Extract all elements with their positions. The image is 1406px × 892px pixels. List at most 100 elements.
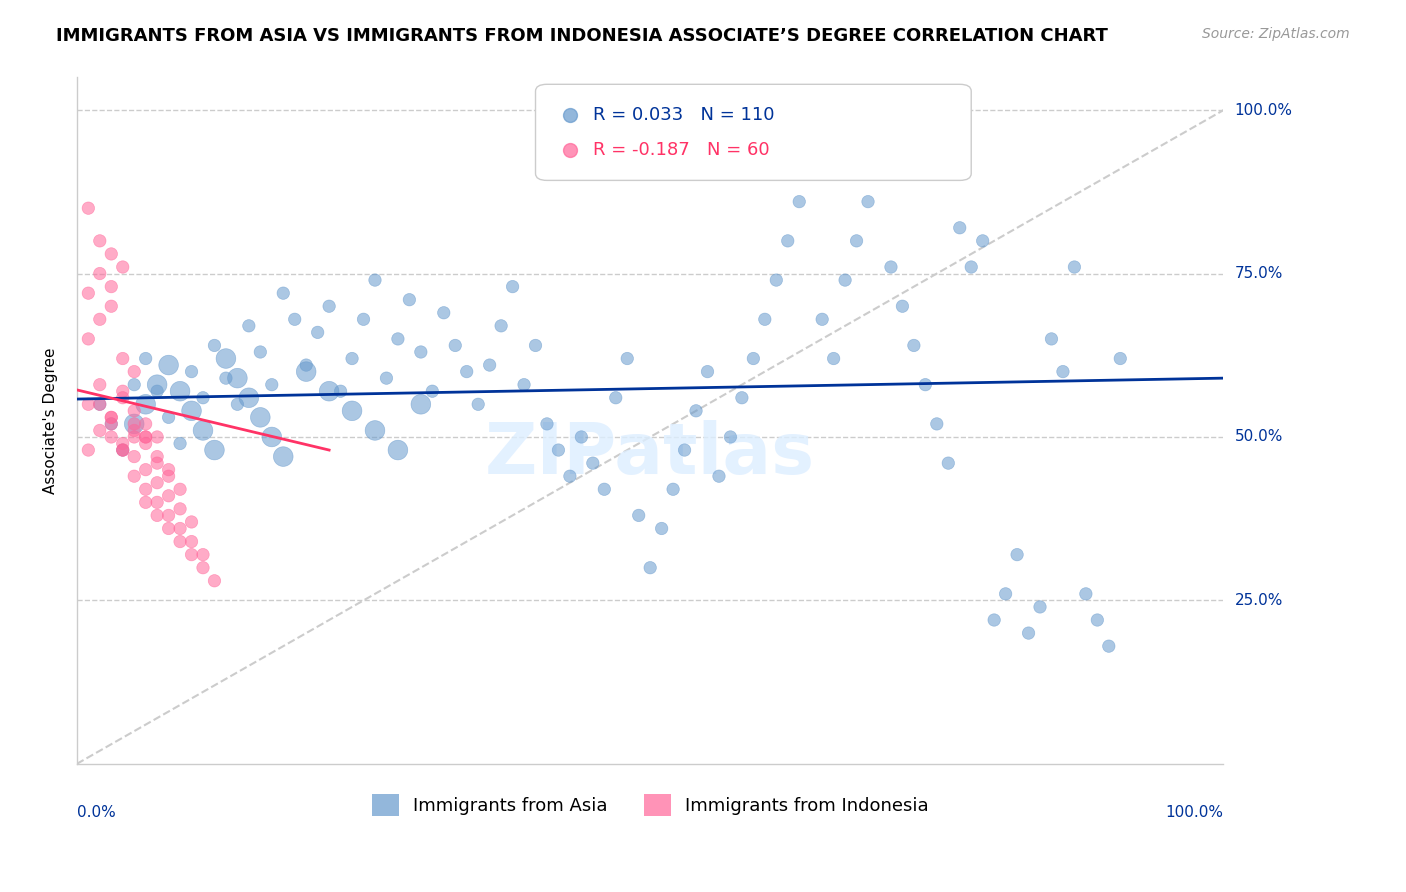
Point [536, 417, 558, 431]
Point [215, 371, 238, 385]
Point [111, 443, 134, 458]
Point [180, 365, 202, 379]
Point [925, 417, 948, 431]
Point [122, 424, 145, 438]
Point [146, 456, 169, 470]
Point [364, 273, 387, 287]
Point [353, 312, 375, 326]
Point [226, 397, 249, 411]
Point [122, 417, 145, 431]
Point [157, 489, 180, 503]
Point [180, 515, 202, 529]
Point [1018, 626, 1040, 640]
Point [169, 436, 191, 450]
Point [662, 483, 685, 497]
Point [146, 475, 169, 490]
Point [238, 318, 260, 333]
Point [100, 430, 122, 444]
Point [249, 410, 271, 425]
Text: 50.0%: 50.0% [1234, 429, 1282, 444]
Point [169, 501, 191, 516]
Point [605, 391, 627, 405]
Point [467, 397, 489, 411]
FancyBboxPatch shape [536, 85, 972, 180]
Point [135, 483, 157, 497]
Point [77, 286, 100, 301]
Point [111, 436, 134, 450]
Point [318, 299, 340, 313]
Point [569, 430, 592, 444]
Point [100, 410, 122, 425]
Point [89, 312, 111, 326]
Point [593, 483, 616, 497]
Point [478, 358, 501, 372]
Point [191, 560, 214, 574]
Point [180, 548, 202, 562]
Point [673, 443, 696, 458]
Point [204, 574, 226, 588]
Point [77, 201, 100, 215]
Point [122, 430, 145, 444]
Point [100, 247, 122, 261]
Text: 0.0%: 0.0% [77, 805, 115, 820]
Point [191, 548, 214, 562]
Text: 100.0%: 100.0% [1234, 103, 1292, 118]
Point [122, 450, 145, 464]
Point [135, 417, 157, 431]
Point [77, 332, 100, 346]
Point [135, 495, 157, 509]
Point [135, 351, 157, 366]
Point [364, 424, 387, 438]
Point [122, 469, 145, 483]
Point [122, 365, 145, 379]
Point [89, 267, 111, 281]
Point [157, 463, 180, 477]
Point [169, 534, 191, 549]
Point [707, 469, 730, 483]
Point [122, 417, 145, 431]
Point [226, 371, 249, 385]
Point [880, 260, 903, 274]
Point [524, 338, 547, 352]
Point [409, 397, 432, 411]
Point [122, 377, 145, 392]
Point [111, 351, 134, 366]
Point [157, 521, 180, 535]
Point [180, 534, 202, 549]
Point [77, 397, 100, 411]
Point [100, 279, 122, 293]
Point [638, 560, 661, 574]
Point [754, 312, 776, 326]
Point [169, 521, 191, 535]
Point [146, 384, 169, 399]
Point [787, 194, 810, 209]
Point [238, 391, 260, 405]
Point [180, 404, 202, 418]
Point [558, 139, 581, 153]
Point [811, 312, 834, 326]
Text: 100.0%: 100.0% [1166, 805, 1223, 820]
Point [765, 273, 787, 287]
Point [135, 463, 157, 477]
Point [249, 345, 271, 359]
Point [111, 443, 134, 458]
Point [135, 430, 157, 444]
Point [651, 521, 673, 535]
Point [891, 299, 914, 313]
Point [135, 430, 157, 444]
Point [271, 286, 294, 301]
Point [169, 384, 191, 399]
Point [800, 155, 823, 169]
Point [284, 312, 307, 326]
Point [329, 384, 352, 399]
Point [340, 351, 363, 366]
Point [972, 234, 994, 248]
Point [983, 613, 1005, 627]
Point [111, 443, 134, 458]
Point [271, 450, 294, 464]
Point [456, 365, 478, 379]
Text: R = 0.033   N = 110: R = 0.033 N = 110 [593, 106, 775, 124]
Text: Source: ZipAtlas.com: Source: ZipAtlas.com [1202, 27, 1350, 41]
Point [100, 299, 122, 313]
Point [856, 194, 879, 209]
